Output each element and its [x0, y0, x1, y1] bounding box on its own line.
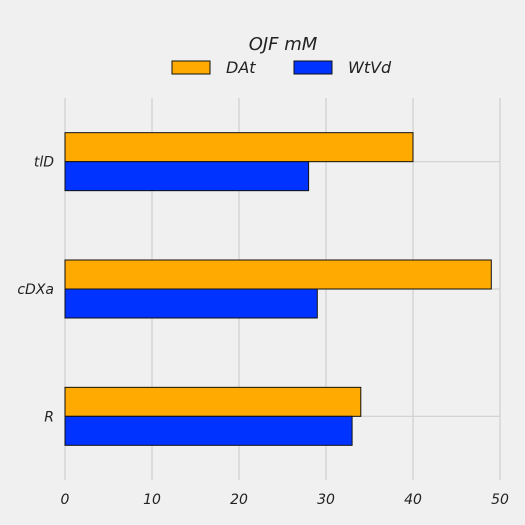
y-tick-label: R	[44, 409, 54, 425]
legend-swatch-dat	[171, 60, 211, 75]
legend-title: OJF mM	[249, 34, 318, 55]
bar-wtvd-r	[64, 415, 353, 446]
x-tick-label: 40	[404, 492, 422, 508]
y-tick-label: tlD	[34, 155, 54, 171]
x-tick-label: 10	[143, 492, 161, 508]
bar-dat-cdxa	[64, 259, 492, 290]
bar-dat-r	[64, 386, 362, 417]
x-tick-label: 20	[230, 492, 248, 508]
x-tick-labels: 0 10 20 30 40 50	[61, 492, 509, 508]
legend-swatch-wtvd	[293, 60, 333, 75]
x-tick-label: 50	[491, 492, 509, 508]
x-tick-label: 0	[61, 492, 70, 508]
legend-label-dat: DAt	[226, 58, 256, 77]
bars-layer	[64, 132, 492, 446]
legend: OJF mM DAt WtVd	[171, 34, 392, 77]
x-tick-label: 30	[317, 492, 335, 508]
y-tick-label: cDXa	[17, 282, 54, 298]
bar-dat-tld	[64, 132, 414, 163]
bar-wtvd-cdxa	[64, 288, 318, 319]
legend-label-wtvd: WtVd	[348, 58, 392, 77]
bar-wtvd-tld	[64, 161, 310, 192]
